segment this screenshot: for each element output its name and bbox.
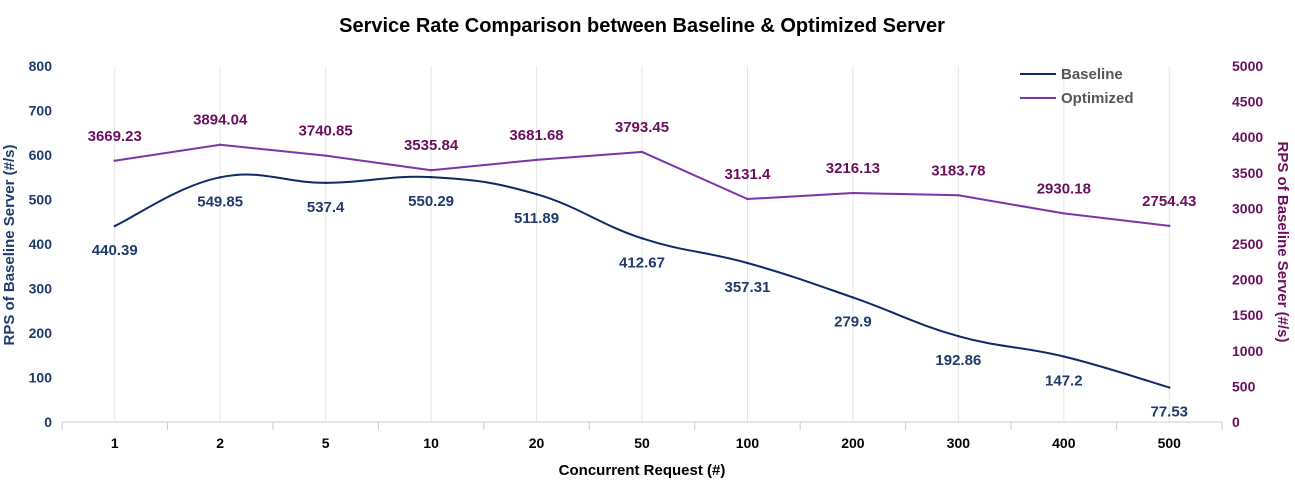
y-left-tick-label: 500	[29, 192, 53, 208]
data-label-optimized: 3216.13	[826, 160, 880, 177]
y-axis-left-title: RPS of Baseline Server (#/s)	[1, 145, 18, 346]
y-right-tick-label: 1000	[1232, 343, 1263, 359]
data-label-baseline: 412.67	[619, 254, 665, 271]
data-label-optimized: 3535.84	[404, 137, 459, 154]
x-tick-label: 300	[947, 435, 971, 451]
chart-title: Service Rate Comparison between Baseline…	[339, 15, 945, 37]
y-right-tick-label: 4000	[1232, 129, 1263, 145]
data-label-optimized: 3669.23	[88, 128, 142, 145]
x-tick-label: 1	[111, 435, 119, 451]
data-label-baseline: 192.86	[935, 352, 981, 369]
y-left-tick-label: 300	[29, 281, 53, 297]
data-point-baseline	[535, 193, 538, 196]
data-label-optimized: 3793.45	[615, 119, 669, 136]
y-axis-right-title: RPS of Baseline Server (#/s)	[1274, 142, 1291, 343]
y-left-tick-label: 200	[29, 325, 53, 341]
legend-label-optimized: Optimized	[1061, 90, 1134, 107]
data-label-optimized: 2754.43	[1142, 193, 1196, 210]
x-tick-label: 5	[322, 435, 330, 451]
y-right-tick-label: 3000	[1232, 200, 1263, 216]
data-point-optimized	[113, 159, 116, 162]
data-label-baseline: 357.31	[725, 279, 771, 296]
y-right-tick-label: 1500	[1232, 307, 1263, 323]
data-point-baseline	[429, 175, 433, 179]
data-label-baseline: 147.2	[1045, 372, 1083, 389]
data-point-baseline	[113, 224, 116, 228]
y-left-tick-label: 700	[29, 103, 53, 119]
y-right-tick-label: 3500	[1232, 165, 1263, 181]
y-right-tick-label: 2000	[1232, 272, 1263, 288]
y-left-tick-label: 0	[44, 414, 52, 430]
y-left-tick-label: 600	[29, 147, 53, 163]
y-left-tick-label: 800	[29, 58, 53, 74]
x-tick-label: 2	[216, 435, 224, 451]
data-label-baseline: 537.4	[307, 199, 345, 216]
legend-label-baseline: Baseline	[1061, 66, 1123, 83]
data-point-optimized	[218, 143, 222, 146]
y-right-tick-label: 2500	[1232, 236, 1263, 252]
data-point-baseline	[640, 237, 644, 240]
data-label-baseline: 279.9	[834, 313, 872, 330]
data-point-baseline	[218, 176, 222, 179]
data-point-optimized	[324, 154, 327, 157]
y-right-tick-label: 4500	[1232, 94, 1263, 110]
data-point-baseline	[746, 261, 749, 265]
y-left-tick-label: 100	[29, 370, 53, 386]
y-right-tick-label: 0	[1232, 414, 1240, 430]
y-left-tick-label: 400	[29, 236, 53, 252]
data-point-optimized	[535, 158, 538, 162]
legend: Baseline Optimized	[1020, 66, 1134, 107]
data-point-optimized	[640, 150, 644, 154]
data-label-baseline: 550.29	[408, 193, 454, 210]
x-tick-label: 10	[423, 435, 439, 451]
y-right-tick-label: 500	[1232, 378, 1256, 394]
data-point-baseline	[851, 296, 855, 299]
x-tick-label: 50	[634, 435, 650, 451]
data-point-optimized	[1062, 212, 1066, 215]
data-point-optimized	[746, 197, 749, 201]
x-tick-label: 100	[736, 435, 760, 451]
x-tick-label: 400	[1052, 435, 1076, 451]
data-label-optimized: 2930.18	[1037, 180, 1091, 197]
data-point-baseline	[324, 181, 327, 185]
data-label-baseline: 549.85	[197, 193, 243, 210]
data-point-optimized	[429, 169, 433, 172]
data-point-optimized	[957, 194, 960, 197]
data-label-baseline: 440.39	[92, 242, 138, 259]
data-point-baseline	[1062, 355, 1066, 358]
x-tick-label: 500	[1158, 435, 1182, 451]
grid	[114, 66, 1170, 422]
data-point-optimized	[1168, 224, 1171, 228]
data-label-baseline: 511.89	[514, 210, 559, 227]
data-labels: 440.39 549.85 537.4 550.29 511.89 412.67 357.3…	[88, 112, 1197, 421]
series	[113, 143, 1171, 389]
data-label-optimized: 3183.78	[931, 162, 985, 179]
data-label-optimized: 3681.68	[509, 127, 563, 144]
data-label-baseline: 77.53	[1150, 403, 1188, 420]
data-point-baseline	[957, 334, 960, 338]
data-point-baseline	[1168, 386, 1171, 389]
x-tick-label: 200	[841, 435, 865, 451]
data-point-optimized	[851, 191, 855, 195]
data-label-optimized: 3894.04	[193, 112, 248, 129]
x-tick-label: 20	[529, 435, 545, 451]
data-label-optimized: 3131.4	[725, 166, 772, 183]
data-label-optimized: 3740.85	[299, 123, 353, 140]
x-axis-title: Concurrent Request (#)	[559, 462, 726, 479]
y-right-tick-label: 5000	[1232, 58, 1263, 74]
axes: 1 2 5 10 20 50 100 200 300 400 5000100200300400500…	[29, 58, 1264, 451]
